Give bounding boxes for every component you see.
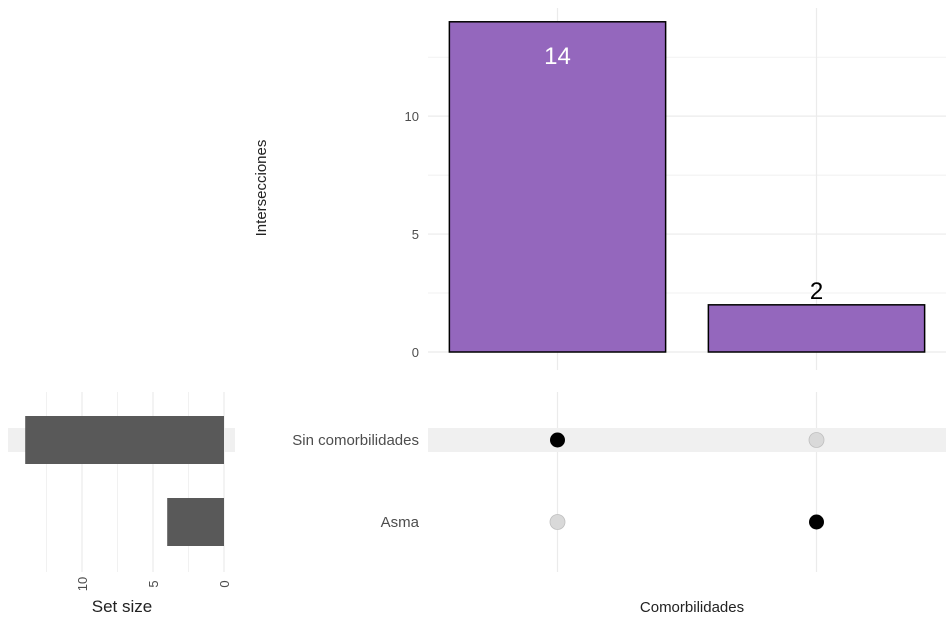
comorbilidades-axis-title: Comorbilidades xyxy=(640,599,744,616)
intersection-bar xyxy=(707,304,926,353)
matrix-dot xyxy=(550,432,565,448)
set-size-axis-title: Set size xyxy=(92,597,152,616)
matrix-dots xyxy=(549,432,825,530)
bar-value-label: 2 xyxy=(810,278,823,305)
intersection-bar xyxy=(448,21,667,353)
set-size-bars: 10 5 0 xyxy=(8,416,235,591)
axis-labels: Intersecciones Comorbilidades Set size xyxy=(92,140,744,616)
y-tick-label: 0 xyxy=(412,345,419,360)
intersection-bars: 14 2 xyxy=(448,21,926,353)
intersections-axis-title: Intersecciones xyxy=(253,140,270,237)
matrix-row-stripe xyxy=(428,428,946,452)
set-name-label: Asma xyxy=(381,514,420,531)
set-size-tick-label: 5 xyxy=(146,580,161,587)
matrix-dot xyxy=(808,432,825,448)
set-size-bar xyxy=(25,416,225,464)
y-tick-label: 5 xyxy=(412,227,419,242)
set-size-bar xyxy=(167,498,224,546)
set-size-tick-label: 0 xyxy=(217,580,232,587)
matrix-stripes: Sin comorbilidades Asma xyxy=(292,428,946,531)
set-name-label: Sin comorbilidades xyxy=(292,432,419,449)
matrix-dot xyxy=(549,514,566,530)
set-size-tick-label: 10 xyxy=(75,577,90,591)
y-tick-label: 10 xyxy=(405,109,419,124)
matrix-dot xyxy=(809,514,824,530)
bar-value-label: 14 xyxy=(544,43,571,70)
